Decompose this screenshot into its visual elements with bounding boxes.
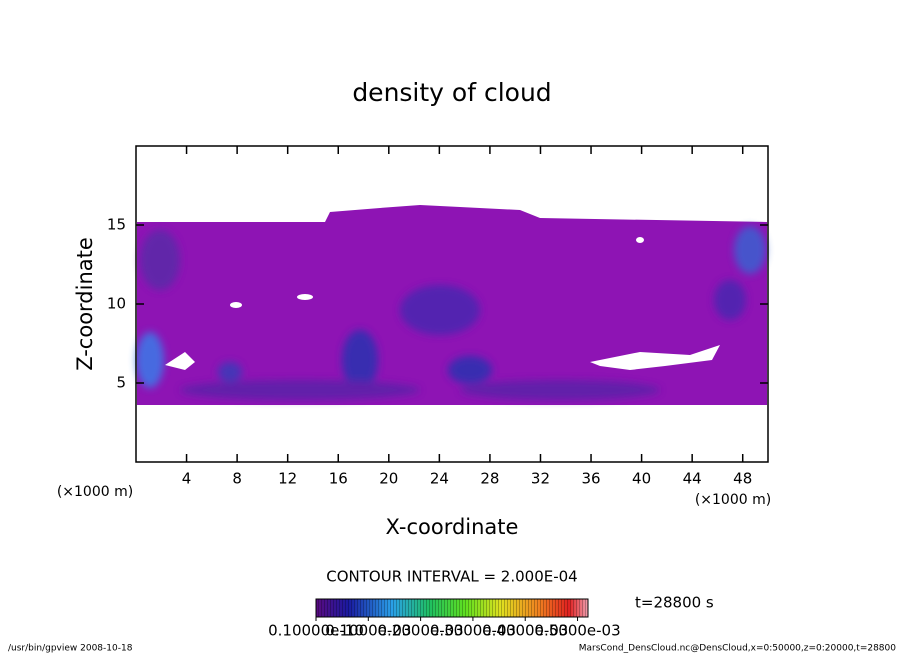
x-unit-label: (×1000 m): [57, 484, 133, 500]
x-tick-label: 28: [480, 470, 499, 488]
x-tick-label: 32: [531, 470, 550, 488]
x-unit-label: (×1000 m): [695, 492, 771, 508]
x-tick-label: 4: [182, 470, 192, 488]
x-tick-label: 12: [278, 470, 297, 488]
x-tick-label: 40: [632, 470, 651, 488]
colorbar-tick-label: 0.10000e-10: [268, 622, 364, 640]
colorbar-tick-label: 0.3000e-03: [430, 622, 516, 640]
x-tick-label: 20: [379, 470, 398, 488]
y-tick-label: 5: [116, 374, 126, 392]
footer-right: MarsCond_DensCloud.nc@DensCloud,x=0:5000…: [579, 644, 896, 654]
x-tick-label: 44: [683, 470, 702, 488]
y-axis-label: Z-coordinate: [73, 237, 97, 371]
x-tick-label: 8: [232, 470, 242, 488]
chart-title: density of cloud: [352, 78, 551, 107]
footer-left: /usr/bin/gpview 2008-10-18: [8, 644, 133, 654]
x-axis-label: X-coordinate: [386, 515, 519, 539]
y-tick-label: 10: [107, 295, 126, 313]
colorbar-tick-label: 0.1000e-03: [325, 622, 411, 640]
x-tick-label: 16: [329, 470, 348, 488]
colorbar-tick-label: 0.5000e-03: [534, 622, 620, 640]
colorbar-frame: [315, 598, 589, 618]
x-tick-label: 36: [581, 470, 600, 488]
x-tick-label: 48: [733, 470, 752, 488]
colorbar-tick-label: 0.2000e-03: [378, 622, 464, 640]
contour-field: [136, 205, 767, 405]
time-label: t=28800 s: [635, 594, 714, 612]
colorbar-tick-label: 0.4000e-03: [482, 622, 568, 640]
x-tick-label: 24: [430, 470, 449, 488]
contour-interval: CONTOUR INTERVAL = 2.000E-04: [326, 568, 577, 586]
y-tick-label: 15: [107, 216, 126, 234]
